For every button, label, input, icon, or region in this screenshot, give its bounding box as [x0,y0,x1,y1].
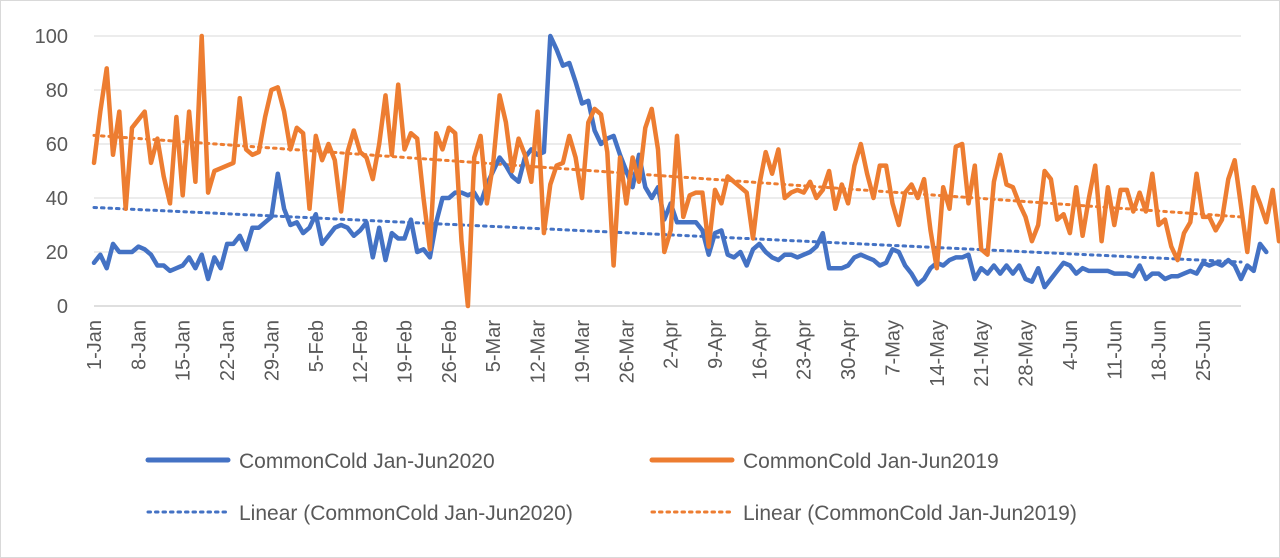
x-tick-label: 2-Apr [661,320,683,369]
x-tick-label: 30-Apr [838,320,860,380]
x-tick-label: 7-May [882,320,904,376]
x-tick: 5-Feb [306,320,328,372]
x-tick-label: 1-Jan [84,320,106,370]
y-axis-ticks: 0 20 40 60 80 100 [35,26,68,318]
x-tick-label: 8-Jan [128,320,150,370]
x-tick-label: 19-Feb [395,320,417,383]
legend-linear-2019-label: Linear (CommonCold Jan-Jun2019) [743,502,1077,525]
x-tick: 19-Mar [572,320,594,384]
x-tick-label: 5-Feb [306,320,328,372]
x-tick-label: 23-Apr [794,320,816,380]
trendline-2019 [92,133,1243,219]
x-tick: 12-Feb [350,320,372,383]
x-tick: 19-Feb [395,320,417,383]
x-tick: 25-Jun [1193,320,1215,381]
x-tick: 9-Apr [705,320,727,369]
series-lines [91,33,1280,309]
legend-linear-2020: Linear (CommonCold Jan-Jun2020) [146,502,573,525]
y-tick-label: 100 [35,26,68,48]
x-tick: 15-Jan [173,320,195,381]
y-tick-label: 60 [46,134,68,156]
x-tick-label: 19-Mar [572,320,594,384]
x-tick: 23-Apr [794,320,816,380]
x-tick-label: 22-Jan [217,320,239,381]
x-tick-label: 15-Jan [173,320,195,381]
x-tick-label: 9-Apr [705,320,727,369]
series-line-2019 [91,33,1280,309]
x-tick-label: 21-May [971,320,993,387]
x-tick: 5-Mar [483,320,505,373]
x-tick-label: 26-Feb [439,320,461,383]
x-tick-label: 28-May [1016,320,1038,387]
x-tick: 14-May [927,320,949,387]
x-tick: 7-May [882,320,904,376]
y-tick-label: 40 [46,188,68,210]
x-tick: 8-Jan [128,320,150,370]
y-tick-label: 0 [57,296,68,318]
x-tick: 1-Jan [84,320,106,370]
x-tick: 4-Jun [1060,320,1082,370]
legend-linear-2019: Linear (CommonCold Jan-Jun2019) [650,502,1077,525]
y-tick-label: 20 [46,242,68,264]
x-tick: 16-Apr [749,320,771,380]
y-tick-label: 80 [46,80,68,102]
legend: CommonCold Jan-Jun2020 CommonCold Jan-Jun… [145,450,1077,525]
x-tick: 2-Apr [661,320,683,369]
x-tick-label: 11-Jun [1104,320,1126,380]
x-tick: 26-Mar [616,320,638,384]
legend-2020: CommonCold Jan-Jun2020 [145,450,495,473]
x-tick: 30-Apr [838,320,860,380]
x-tick-label: 25-Jun [1193,320,1215,381]
x-tick-label: 26-Mar [616,320,638,384]
legend-linear-2020-label: Linear (CommonCold Jan-Jun2020) [239,502,573,525]
x-tick: 12-Mar [528,320,550,384]
legend-2019-label: CommonCold Jan-Jun2019 [743,450,999,473]
x-tick: 18-Jun [1149,320,1171,381]
x-tick-label: 12-Feb [350,320,372,383]
x-tick: 11-Jun [1104,320,1126,380]
x-tick: 29-Jan [261,320,283,381]
x-tick: 21-May [971,320,993,387]
legend-2019: CommonCold Jan-Jun2019 [649,450,999,473]
x-tick-label: 16-Apr [749,320,771,380]
x-tick-label: 29-Jan [261,320,283,381]
x-tick: 26-Feb [439,320,461,383]
x-axis: 1-Jan 8-Jan 15-Jan 22-Jan 29-Jan 5-Feb 12-Feb 1… [84,320,1215,387]
x-tick-label: 14-May [927,320,949,387]
x-tick-label: 12-Mar [528,320,550,384]
legend-2020-label: CommonCold Jan-Jun2020 [239,450,495,473]
gridlines [94,35,1241,307]
series-line-2020 [91,33,1269,290]
x-tick-label: 4-Jun [1060,320,1082,370]
x-tick: 22-Jan [217,320,239,381]
x-tick-label: 5-Mar [483,320,505,373]
x-tick-label: 18-Jun [1149,320,1171,381]
x-tick: 28-May [1016,320,1038,387]
